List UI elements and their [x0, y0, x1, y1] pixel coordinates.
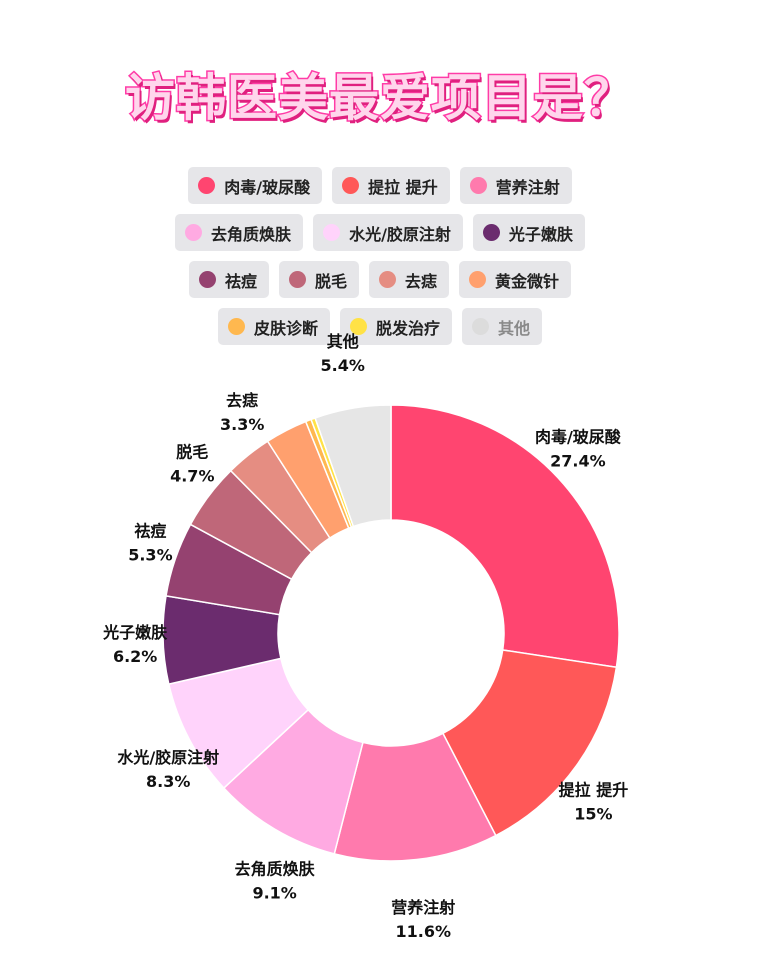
legend-label: 皮肤诊断: [253, 318, 318, 338]
slice-value-label: 8.3%: [146, 772, 190, 791]
legend-swatch: [323, 224, 341, 241]
legend-item[interactable]: 祛痘: [188, 261, 269, 298]
legend-item[interactable]: 脱发治疗: [339, 308, 452, 345]
slice-value-label: 15%: [574, 805, 612, 824]
legend-label: 肉毒/玻尿酸: [224, 177, 311, 197]
legend-item[interactable]: 肉毒/玻尿酸: [188, 167, 323, 204]
legend-label: 光子嫩肤: [508, 224, 573, 244]
legend-item[interactable]: 黄金微针: [459, 261, 572, 298]
slice-name-label: 肉毒/玻尿酸: [535, 428, 622, 447]
slice-value-label: 11.6%: [396, 922, 452, 941]
donut-slice[interactable]: [314, 404, 392, 528]
legend-swatch: [185, 224, 203, 241]
legend-item[interactable]: 光子嫩肤: [472, 214, 585, 251]
legend-label: 脱发治疗: [375, 318, 440, 338]
slice-value-label: 3.3%: [220, 415, 264, 434]
slice-name-label: 提拉 提升: [559, 781, 629, 800]
legend-item[interactable]: 水光/胶原注射: [313, 214, 463, 251]
legend-label: 提拉 提升: [368, 177, 438, 197]
legend-swatch: [349, 318, 367, 335]
slice-value-label: 9.1%: [252, 884, 296, 903]
legend-label: 去痣: [405, 271, 438, 291]
slice-value-label: 5.3%: [128, 545, 172, 564]
legend-item[interactable]: 脱毛: [278, 261, 359, 298]
legend-label: 水光/胶原注射: [349, 224, 451, 244]
chart-title: 访韩医美最爱项目是？: [124, 68, 636, 129]
legend-swatch: [198, 271, 216, 288]
legend-swatch: [482, 224, 500, 241]
slice-value-label: 6.2%: [113, 647, 157, 666]
legend-swatch: [342, 177, 360, 194]
legend-item[interactable]: 营养注射: [459, 167, 572, 204]
donut-slice[interactable]: [390, 404, 620, 669]
legend-swatch: [472, 318, 489, 335]
legend-label: 营养注射: [495, 177, 560, 197]
slice-name-label: 营养注射: [391, 898, 455, 917]
legend-row: 皮肤诊断 脱发治疗 其他: [0, 308, 760, 345]
slice-name-label: 水光/胶原注射: [117, 748, 219, 767]
legend-swatch: [469, 177, 487, 194]
donut-slice[interactable]: [441, 649, 618, 837]
slice-value-label: 5.4%: [321, 356, 365, 375]
legend-item[interactable]: 其他: [462, 308, 543, 345]
legend-row: 肉毒/玻尿酸 提拉 提升 营养注射: [0, 167, 760, 204]
legend-item[interactable]: 提拉 提升: [332, 167, 450, 204]
slice-name-label: 其他: [327, 332, 359, 351]
slice-name-label: 脱毛: [176, 442, 208, 461]
slice-name-label: 去痣: [226, 391, 258, 410]
legend-swatch: [379, 271, 396, 288]
legend-row: 祛痘 脱毛 去痣 黄金微针: [0, 261, 760, 298]
legend-item[interactable]: 去角质焕肤: [175, 214, 304, 251]
legend-swatch: [198, 177, 216, 194]
slice-value-label: 27.4%: [550, 452, 606, 471]
chart-legend: 肉毒/玻尿酸 提拉 提升 营养注射去角质焕肤 水光/胶原注射 光子嫩肤祛痘 脱毛 去痣 黄金微…: [0, 167, 760, 355]
legend-label: 脱毛: [314, 271, 347, 291]
legend-label: 其他: [498, 318, 531, 338]
legend-swatch: [288, 271, 306, 288]
legend-item[interactable]: 皮肤诊断: [217, 308, 330, 345]
legend-label: 去角质焕肤: [211, 224, 292, 244]
legend-row: 去角质焕肤 水光/胶原注射 光子嫩肤: [0, 214, 760, 251]
slice-name-label: 祛痘: [134, 521, 166, 540]
legend-label: 黄金微针: [495, 271, 560, 291]
slice-value-label: 4.7%: [170, 466, 214, 485]
slice-name-label: 去角质焕肤: [235, 860, 316, 879]
slice-name-label: 光子嫩肤: [102, 623, 168, 642]
legend-swatch: [227, 318, 245, 335]
legend-label: 祛痘: [224, 271, 257, 291]
legend-item[interactable]: 去痣: [369, 261, 450, 298]
legend-swatch: [469, 271, 487, 288]
